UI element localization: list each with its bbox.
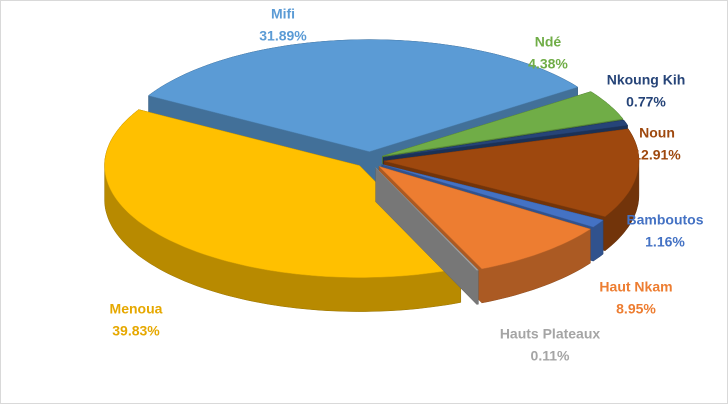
slice	[378, 166, 592, 270]
data-label-value: 39.83%	[112, 323, 160, 339]
data-label-value: 0.11%	[531, 348, 570, 364]
data-label-name: Mifi	[271, 6, 295, 22]
data-label-value: 12.91%	[633, 147, 681, 163]
slice	[381, 164, 604, 228]
slice	[104, 109, 462, 278]
slice	[382, 91, 624, 157]
data-label-name: Bamboutos	[627, 212, 704, 228]
data-label-name: Hauts Plateaux	[500, 326, 601, 342]
slice	[147, 39, 579, 152]
data-label-name: Ndé	[535, 34, 562, 50]
slice	[383, 128, 640, 217]
data-label-value: 8.95%	[616, 301, 656, 317]
data-label-name: Nkoung Kih	[607, 72, 686, 88]
data-label-name: Noun	[639, 125, 675, 141]
data-label-name: Menoua	[110, 301, 163, 317]
data-label-name: Haut Nkam	[599, 279, 672, 295]
slice	[375, 167, 479, 271]
data-label-value: 0.77%	[626, 94, 666, 110]
data-label-value: 4.38%	[528, 56, 568, 72]
data-label-value: 1.16%	[645, 234, 685, 250]
data-label-value: 31.89%	[259, 28, 307, 44]
slice	[383, 119, 629, 158]
